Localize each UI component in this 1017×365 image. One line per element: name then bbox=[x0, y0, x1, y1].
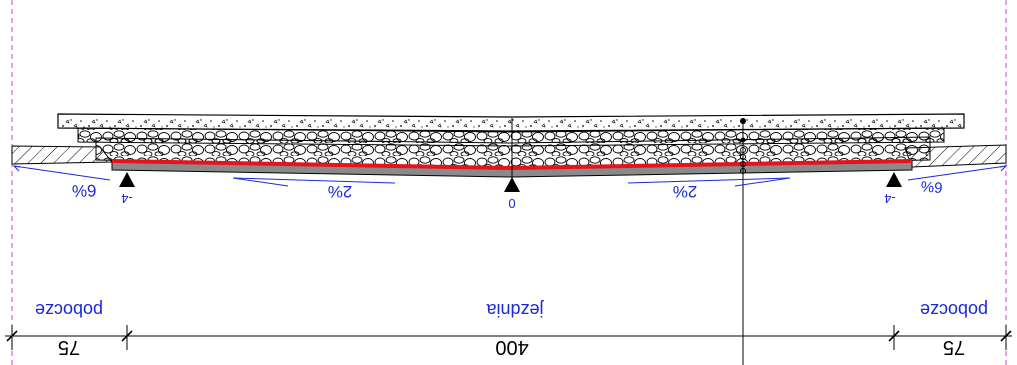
inspection-marker-1 bbox=[740, 137, 746, 143]
inspection-marker-top bbox=[740, 118, 746, 124]
inspection-marker-2 bbox=[740, 147, 746, 153]
right-level-marker-icon bbox=[886, 172, 902, 187]
center-level-label: 0 bbox=[508, 196, 515, 211]
right-dimension-value: 75 bbox=[943, 336, 965, 358]
left-level-label: -4 bbox=[121, 191, 133, 206]
right-shoulder-slope-arrow bbox=[907, 165, 1008, 181]
right-level-label: -4 bbox=[884, 191, 896, 206]
right-shoulder-slope-label: 6% bbox=[920, 177, 943, 195]
inspection-marker-3 bbox=[740, 154, 746, 160]
left-shoulder-slope-arrow bbox=[12, 165, 111, 181]
left-shoulder-slope-label: 6% bbox=[72, 181, 97, 201]
left-lane-slope-label: 2% bbox=[328, 182, 353, 201]
center-zone-label: jezdnia bbox=[485, 300, 544, 320]
concrete-slab bbox=[57, 113, 965, 132]
right-zone-label: pobocze bbox=[920, 300, 988, 320]
center-dimension-value: 400 bbox=[495, 336, 528, 358]
right-lane-slope-arrow bbox=[627, 177, 791, 187]
inspection-marker-5 bbox=[740, 168, 746, 174]
inspection-marker-4 bbox=[740, 161, 746, 167]
left-level-marker-icon bbox=[119, 172, 135, 187]
center-level-marker-icon bbox=[504, 177, 520, 192]
left-zone-label: pobocze bbox=[35, 300, 103, 320]
left-dimension-value: 75 bbox=[58, 336, 80, 358]
left-lane-slope-arrow bbox=[232, 177, 396, 187]
right-lane-slope-label: 2% bbox=[673, 182, 698, 201]
